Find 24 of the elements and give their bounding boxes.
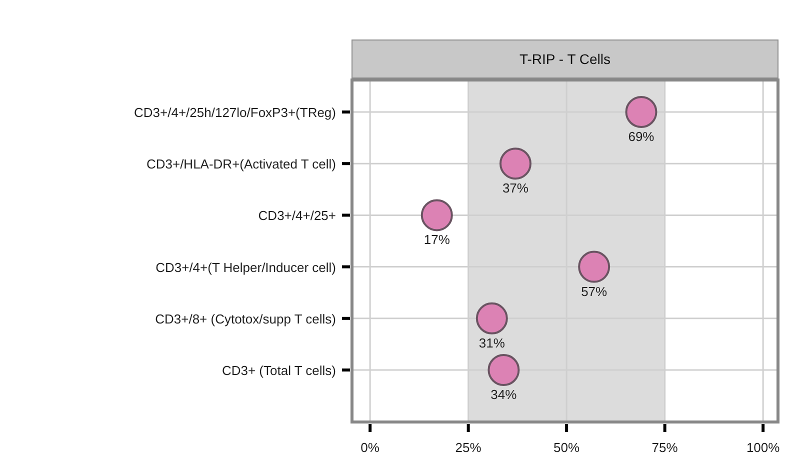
point	[499, 148, 532, 180]
point	[420, 199, 453, 232]
y-tick-label: CD3+/8+ (Cytotox/supp T cells)	[155, 311, 336, 326]
point	[625, 96, 658, 128]
y-tick-label: CD3+ (Total T cells)	[222, 363, 336, 378]
x-tick-label: 25%	[455, 440, 482, 455]
x-tick-label: 75%	[652, 440, 678, 455]
y-tick-label: CD3+/HLA-DR+(Activated T cell)	[146, 156, 336, 172]
x-tick-label: 0%	[360, 440, 380, 455]
y-tick-label: CD3+/4+(T Helper/Inducer cell)	[156, 260, 336, 275]
y-tick-label: CD3+/4+/25+	[258, 208, 336, 224]
point	[578, 250, 610, 283]
data-label: 31%	[478, 335, 506, 350]
data-label: 34%	[490, 387, 518, 402]
point	[476, 302, 508, 334]
x-tick-label: 50%	[554, 440, 580, 455]
data-label: 17%	[424, 232, 450, 248]
data-label: 37%	[502, 180, 529, 196]
point	[488, 354, 520, 386]
x-tick-label: 100%	[746, 440, 780, 455]
data-label: 57%	[581, 284, 608, 299]
data-label: 69%	[628, 129, 655, 144]
chart-title: T-RIP - T Cells	[519, 51, 611, 67]
y-tick-label: CD3+/4+/25h/127lo/FoxP3+(TReg)	[134, 105, 336, 120]
